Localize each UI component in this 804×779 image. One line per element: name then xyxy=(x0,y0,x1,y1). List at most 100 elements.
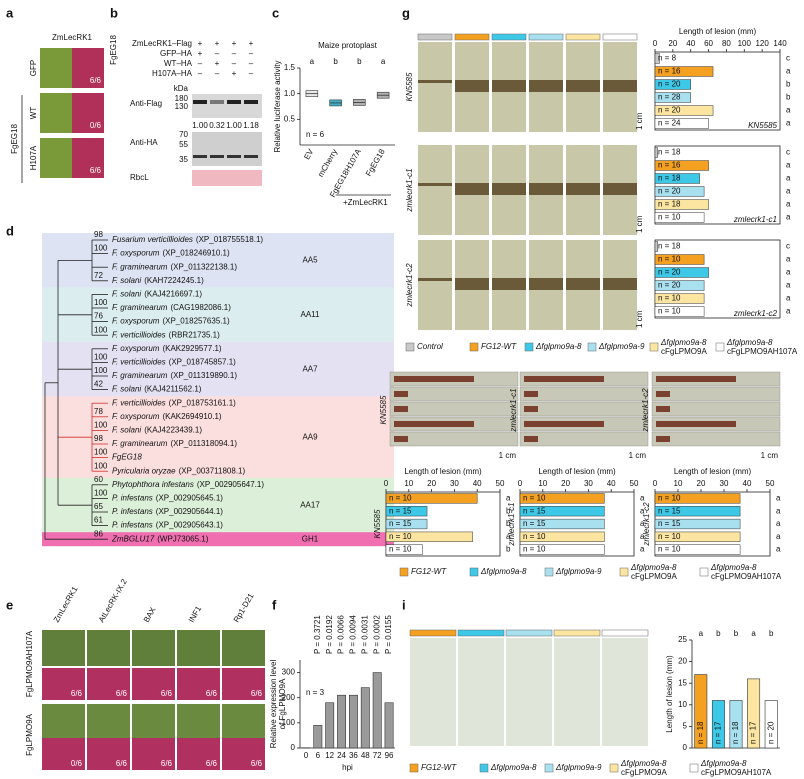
y-tick-label: 0 xyxy=(291,743,296,752)
blot xyxy=(192,132,262,166)
support-value: 100 xyxy=(94,298,108,307)
stem-photo xyxy=(389,401,519,417)
legend-label: cFgLPMO9A xyxy=(661,347,707,356)
bar xyxy=(313,725,323,749)
legend-swatch xyxy=(587,342,597,352)
support-value: 100 xyxy=(94,244,108,253)
x-tick-label: 100 xyxy=(738,39,752,48)
group-label: FgEG18 xyxy=(10,124,19,154)
x-tick-label: 12 xyxy=(325,751,334,760)
chart-title: Length of lesion (mm) xyxy=(674,467,752,476)
leaf-photo xyxy=(42,738,85,770)
legend-swatch xyxy=(689,763,699,773)
taxon-accession: (XP_018755518.1) xyxy=(196,235,264,244)
x-tick-label: 80 xyxy=(722,39,731,48)
clade-label: AA17 xyxy=(300,500,320,509)
color-key xyxy=(565,33,601,41)
p-label: P = 0.0155 xyxy=(384,615,393,654)
y-axis-label: of FgLPMO9A xyxy=(278,678,287,729)
legend-label: Δfglpmo9a-8 xyxy=(660,338,707,347)
color-key xyxy=(491,33,527,41)
taxon-species: P. infestans xyxy=(112,521,153,530)
marker: 70 xyxy=(179,130,188,139)
line-label: zmlecrk1-c1 xyxy=(405,168,414,212)
n-label: n = 28 xyxy=(658,93,681,102)
significance-letter: a xyxy=(786,268,791,277)
score: 6/6 xyxy=(90,76,102,85)
taxon-accession: (KAH7224245.1) xyxy=(144,276,204,285)
significance-letter: c xyxy=(786,54,790,63)
n-label: n = 20 xyxy=(658,187,681,196)
construct-label: ZmLecRK1–Flag xyxy=(132,39,192,48)
significance-letter: a xyxy=(506,494,511,503)
significance-letter: a xyxy=(786,200,791,209)
n-label: n = 10 xyxy=(658,545,681,554)
taxon-species: ZmBGLU17 xyxy=(111,534,155,543)
stain-photo xyxy=(72,48,104,88)
lane-sign: + xyxy=(198,39,203,48)
n-label: n = 15 xyxy=(389,506,412,515)
n-label: n = 10 xyxy=(658,307,681,316)
n-label: n = 10 xyxy=(658,494,681,503)
scale-label: 1 cm xyxy=(635,112,644,130)
support-value: 100 xyxy=(94,448,108,457)
support-value: 100 xyxy=(94,461,108,470)
y-tick-label: 200 xyxy=(282,693,296,702)
scale-label: 1 cm xyxy=(761,451,779,460)
legend-label: cFgLPMO9A xyxy=(631,572,677,581)
lane-sign: – xyxy=(198,69,203,78)
chart-annotation: zmlecrk1-c2 xyxy=(733,309,778,318)
taxon-species: F. graminearum xyxy=(112,262,168,271)
bar xyxy=(348,694,358,749)
taxon-species: F. verticillioides xyxy=(112,398,166,407)
taxon-accession: (XP_002905647.1) xyxy=(197,480,265,489)
legend-label: Δfglpmo9a-8 xyxy=(710,563,757,572)
leaf-photo xyxy=(42,704,85,740)
significance-letter: b xyxy=(786,80,791,89)
significance-letter: a xyxy=(776,494,781,503)
support-value: 100 xyxy=(94,325,108,334)
taxon-accession: (XP_002905644.1) xyxy=(156,507,224,516)
support-value: 86 xyxy=(94,529,103,538)
bar xyxy=(654,254,705,265)
color-key xyxy=(417,33,453,41)
lesion xyxy=(603,278,637,290)
bar xyxy=(654,186,705,197)
taxon-species: F. solani xyxy=(112,385,141,394)
significance-letter: b xyxy=(506,545,511,554)
significance-letter: b xyxy=(716,629,721,638)
stem-photo xyxy=(418,145,452,235)
significance-letter: a xyxy=(786,255,791,264)
support-value: 72 xyxy=(94,271,103,280)
p-label: P = 0.0002 xyxy=(372,615,381,654)
leaf-photo xyxy=(177,738,220,770)
lesion xyxy=(566,80,600,92)
clade-band xyxy=(42,396,394,479)
legend-label: Control xyxy=(417,342,443,351)
n-label: n = 10 xyxy=(658,294,681,303)
n-label: n = 15 xyxy=(523,519,546,528)
x-tick-label: 0 xyxy=(384,479,389,488)
panel-label: b xyxy=(110,5,118,20)
x-tick-label: 48 xyxy=(361,751,370,760)
y-tick-label: 100 xyxy=(282,718,296,727)
lane-sign: – xyxy=(249,49,254,58)
significance-letter: c xyxy=(786,242,790,251)
bar xyxy=(654,199,709,210)
score: 6/6 xyxy=(161,689,173,698)
quant: 1.00 xyxy=(226,121,242,130)
scale-label: 1 cm xyxy=(499,451,517,460)
leaf-photo xyxy=(87,668,130,700)
bar xyxy=(654,506,741,517)
group-label: FgEG18 xyxy=(109,35,118,65)
bar xyxy=(519,518,605,530)
bar xyxy=(519,544,605,555)
leaf-photo xyxy=(40,93,72,133)
y-axis-label: KN5585 xyxy=(373,509,382,538)
significance-letter: b xyxy=(506,506,511,515)
bar xyxy=(711,700,725,749)
x-tick-label: 0 xyxy=(304,751,309,760)
x-tick-label: 6 xyxy=(316,751,321,760)
x-tick-label: 40 xyxy=(686,39,695,48)
lesion xyxy=(524,376,604,382)
